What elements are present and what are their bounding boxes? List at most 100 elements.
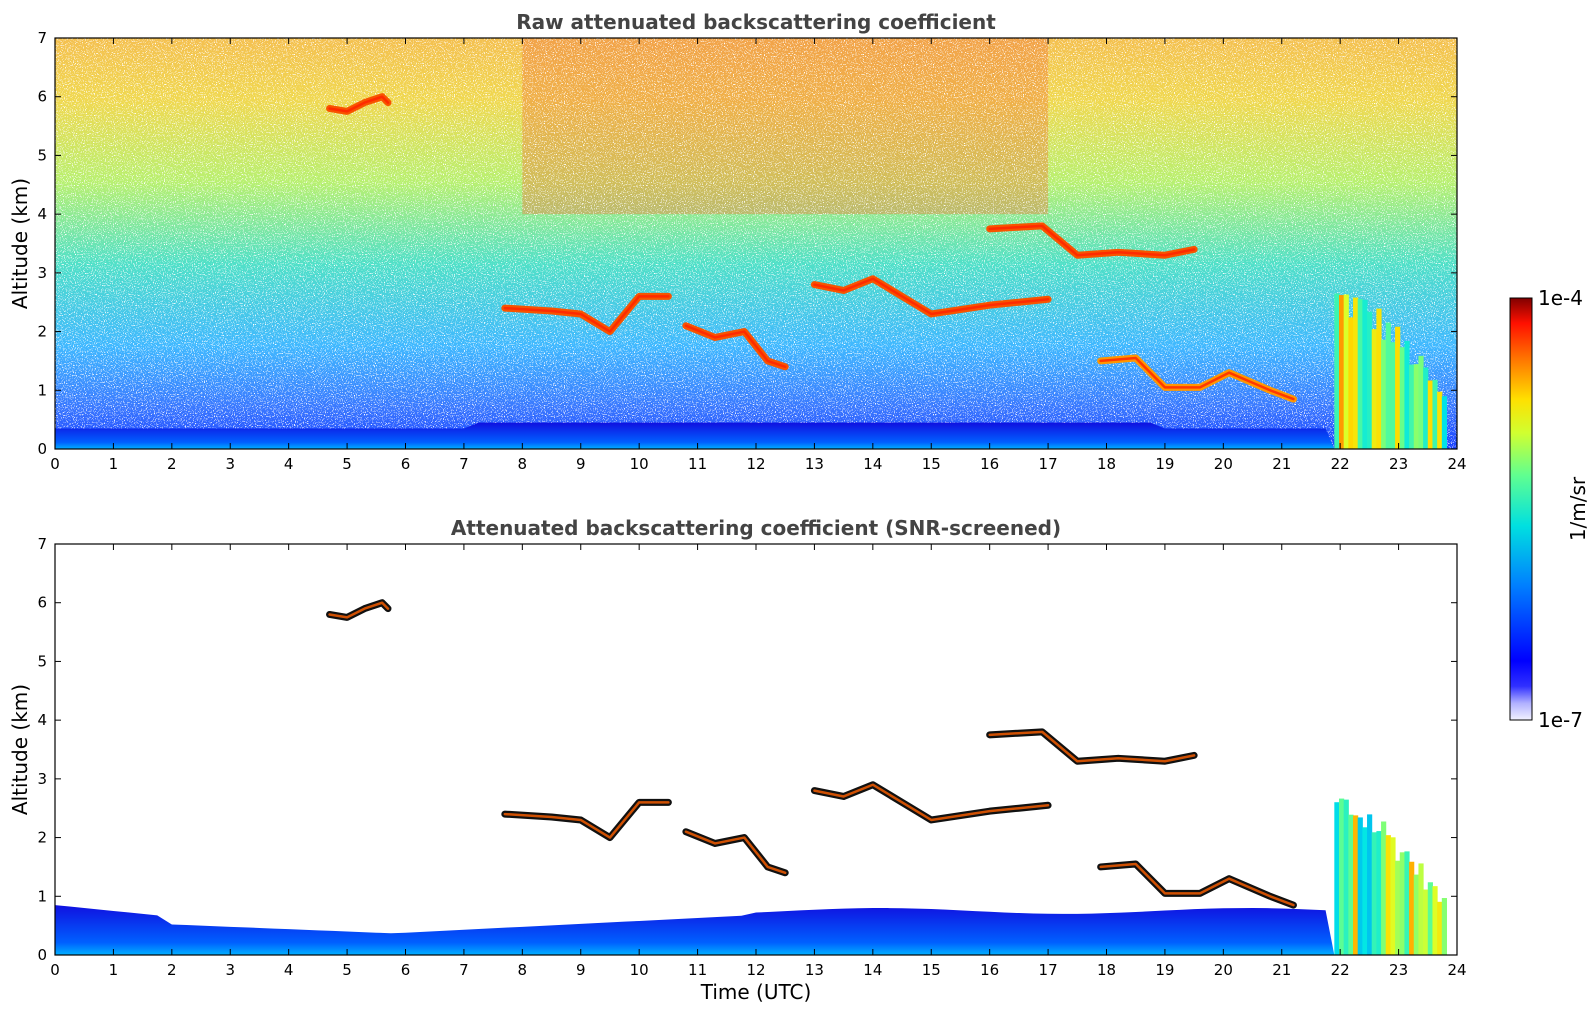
convective-cell [1390, 342, 1396, 449]
x-tick-label: 22 [1331, 455, 1350, 473]
convective-cell [1362, 827, 1368, 955]
x-tick-label: 19 [1155, 961, 1174, 979]
convective-cell [1418, 863, 1424, 955]
x-tick-label: 21 [1272, 961, 1291, 979]
raw-backscatter-panel: 0 1 2 3 4 5 6 7 8 9 10 11 12 13 14 15 16 17 18 19 20 21 22 23 24… [8, 10, 1467, 473]
convective-cell [1376, 308, 1382, 449]
x-tick-label: 6 [401, 455, 411, 473]
cloud-layer-core [503, 295, 670, 333]
colorbar-unit-label: 1/m/sr [1566, 476, 1590, 541]
convective-cell [1395, 326, 1401, 449]
cloud-layer-core [1099, 356, 1295, 401]
convective-cell [1413, 874, 1419, 955]
x-tick-label: 5 [342, 961, 352, 979]
x-tick-label: 21 [1272, 455, 1291, 473]
y-tick-label: 2 [37, 829, 47, 847]
convective-cell [1367, 311, 1373, 449]
x-tick-label: 7 [459, 455, 469, 473]
convective-cell [1338, 798, 1345, 955]
x-tick-label: 4 [284, 961, 294, 979]
colorbar-max-label: 1e-4 [1538, 286, 1583, 310]
convective-cell [1418, 355, 1424, 449]
cloud-layer-core [684, 324, 787, 369]
convective-cell [1437, 391, 1443, 449]
convective-cell [1343, 799, 1349, 955]
y-tick-label: 7 [37, 29, 47, 47]
x-tick-label: 10 [630, 455, 649, 473]
x-tick-label: 5 [342, 455, 352, 473]
axes-frame [54, 543, 1458, 956]
x-tick-label: 12 [746, 961, 765, 979]
x-tick-label: 9 [576, 455, 586, 473]
cloud-layer-core [988, 730, 1196, 763]
x-tick-label: 15 [922, 961, 941, 979]
y-tick-label: 4 [37, 205, 47, 223]
convective-cell [1381, 821, 1387, 955]
x-tick-label: 7 [459, 961, 469, 979]
convective-cell [1390, 837, 1396, 955]
y-axis-label: Altitude (km) [8, 178, 32, 309]
convective-cell [1437, 901, 1443, 955]
y-tick-label: 3 [37, 264, 47, 282]
cloud-layer [1097, 860, 1297, 909]
x-tick-label: 24 [1447, 455, 1466, 473]
x-tick-label: 23 [1389, 455, 1408, 473]
convective-cell [1423, 367, 1429, 449]
y-tick-label: 0 [37, 946, 47, 964]
x-tick-label: 3 [225, 455, 235, 473]
convective-cell [1423, 889, 1429, 955]
panel-title: Attenuated backscattering coefficient (S… [451, 516, 1061, 540]
y-tick-label: 0 [37, 440, 47, 458]
y-tick-label: 5 [37, 652, 47, 670]
noise-speckle [55, 38, 1457, 449]
boundary-layer [55, 905, 1335, 955]
y-tick-label: 5 [37, 146, 47, 164]
convective-cell [1441, 396, 1447, 449]
cloud-layer [986, 728, 1198, 765]
convective-cell [1362, 300, 1368, 449]
x-tick-label: 10 [630, 961, 649, 979]
convective-cell [1338, 295, 1345, 449]
convective-cell [1432, 379, 1438, 449]
y-tick-label: 4 [37, 711, 47, 729]
snr-screened-panel: 0 1 2 3 4 5 6 7 8 9 10 11 12 13 14 15 16 17 18 19 20 21 22 23 24… [8, 516, 1467, 1004]
x-tick-label: 2 [167, 455, 177, 473]
convective-cell [1357, 817, 1363, 955]
colorbar-min-label: 1e-7 [1538, 708, 1583, 732]
cloud-layer [501, 798, 672, 842]
x-tick-label: 8 [518, 961, 528, 979]
x-tick-label: 22 [1331, 961, 1350, 979]
convective-cell [1371, 832, 1377, 955]
convective-column [1334, 798, 1447, 955]
x-tick-label: 1 [109, 961, 119, 979]
heatmap-area [55, 38, 1457, 449]
x-tick-label: 20 [1214, 455, 1233, 473]
convective-cell [1357, 299, 1363, 449]
x-tick-label: 17 [1039, 961, 1058, 979]
y-tick-label: 1 [37, 381, 47, 399]
x-tick-label: 9 [576, 961, 586, 979]
cloud-layer-core [328, 601, 390, 619]
convective-cell [1348, 317, 1354, 449]
boundary-layer [55, 422, 1335, 449]
x-tick-label: 16 [980, 961, 999, 979]
x-tick-label: 23 [1389, 961, 1408, 979]
x-tick-label: 19 [1155, 455, 1174, 473]
y-tick-label: 2 [37, 323, 47, 341]
x-tick-label: 13 [805, 455, 824, 473]
convective-cell [1413, 364, 1419, 449]
convective-cell [1353, 297, 1359, 449]
x-tick-label: 3 [225, 961, 235, 979]
convective-cell [1432, 886, 1438, 955]
convective-cell [1409, 364, 1415, 449]
panel-title: Raw attenuated backscattering coefficien… [516, 10, 996, 34]
convective-cell [1427, 380, 1433, 449]
cloud-layer-core [328, 95, 390, 113]
convective-cell [1404, 340, 1410, 449]
y-tick-label: 1 [37, 887, 47, 905]
y-tick-label: 6 [37, 594, 47, 612]
x-tick-label: 12 [746, 455, 765, 473]
convective-cell [1385, 322, 1391, 449]
convective-cell [1343, 294, 1349, 449]
convective-cell [1404, 851, 1410, 955]
